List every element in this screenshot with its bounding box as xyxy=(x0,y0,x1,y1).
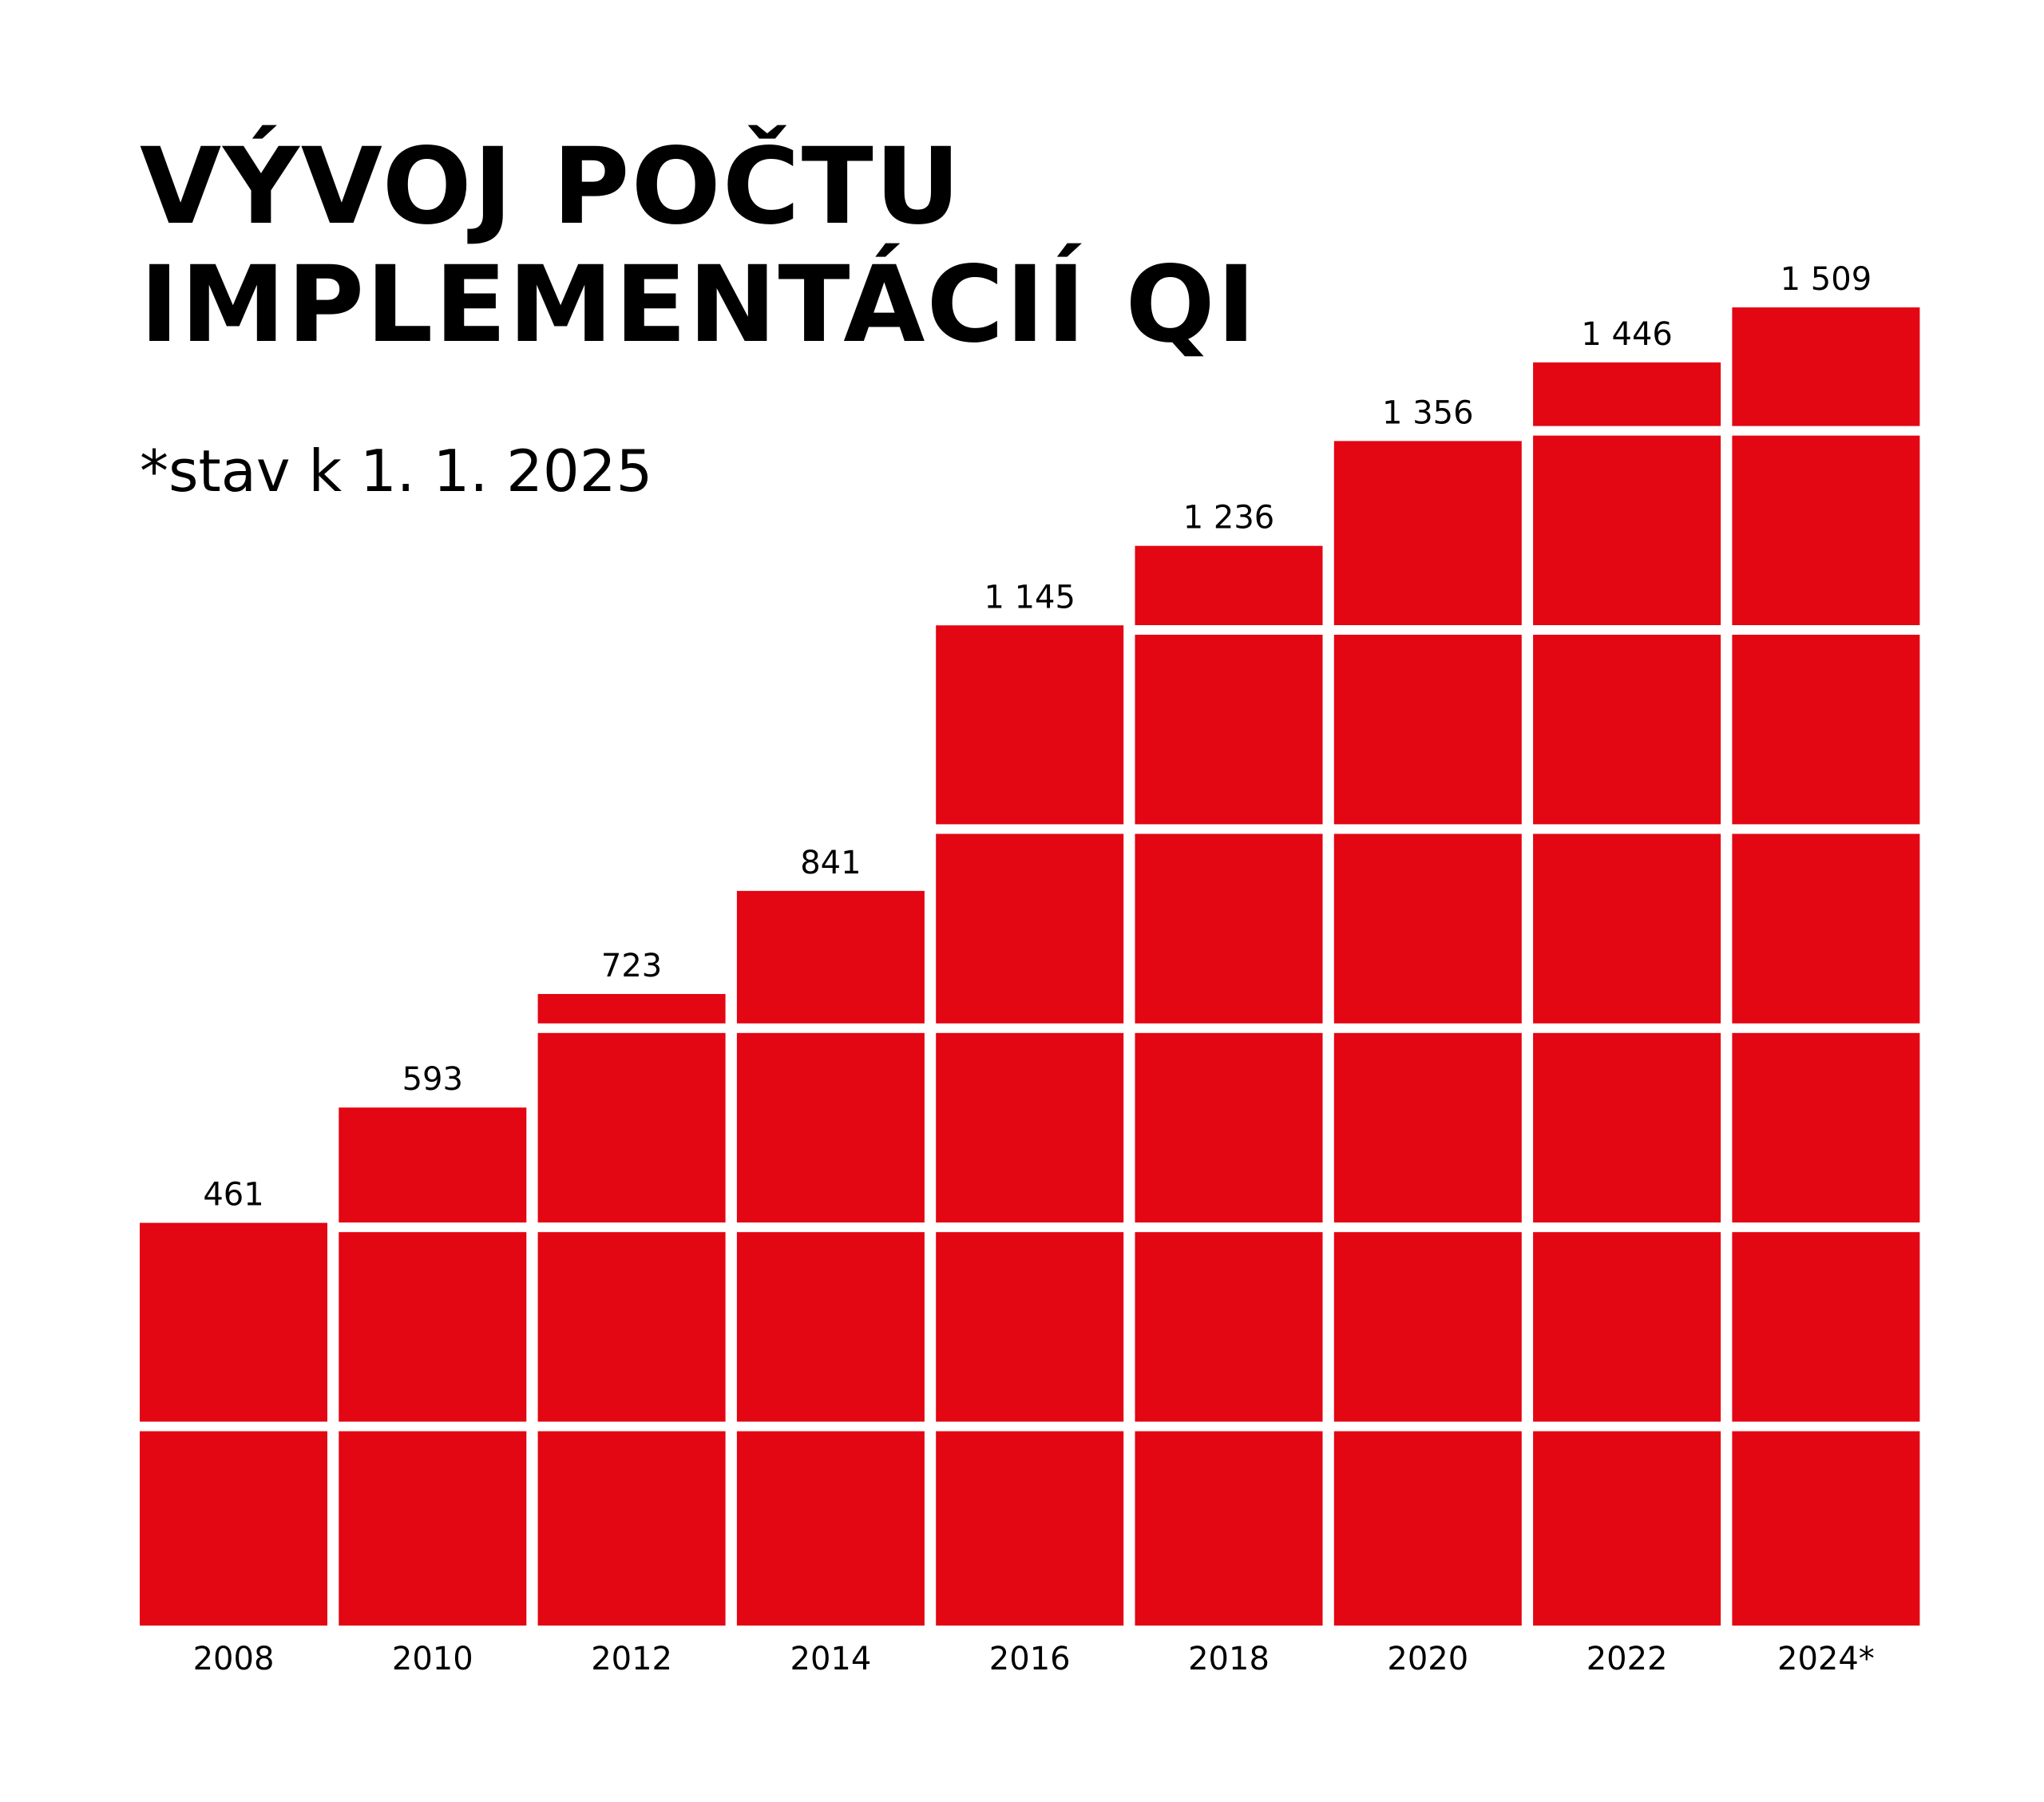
bar-2012 xyxy=(537,993,726,1626)
bar-separator xyxy=(537,1023,727,1033)
value-label-2010: 593 xyxy=(402,1061,463,1098)
bar-group-2016: 1 145 2016 xyxy=(935,579,1125,1677)
bar-separator xyxy=(1532,1023,1722,1033)
value-label-2018: 1 236 xyxy=(1183,500,1275,537)
value-label-2022: 1 446 xyxy=(1581,316,1673,353)
chart-subtitle: *stav k 1. 1. 2025 xyxy=(140,438,653,505)
bar-separator xyxy=(338,1421,528,1432)
x-tick-label-2008: 2008 xyxy=(193,1641,275,1677)
bar-separator xyxy=(935,824,1125,834)
bar-separator xyxy=(537,1421,727,1432)
bar-separator xyxy=(1333,1023,1523,1033)
bar-separator xyxy=(1731,1421,1921,1432)
bar-separator xyxy=(735,1023,925,1033)
bar-2020 xyxy=(1333,441,1522,1626)
bar-group-2010: 593 2010 xyxy=(338,1061,528,1677)
bar-group-2020: 1 356 2020 xyxy=(1333,394,1523,1677)
bar-2022 xyxy=(1533,362,1721,1626)
bar-separator xyxy=(1532,625,1722,635)
bar-separator xyxy=(1134,1222,1324,1233)
bar-separator xyxy=(735,1222,925,1233)
x-tick-label-2022: 2022 xyxy=(1586,1641,1668,1677)
chart-title: VÝVOJ POČTU IMPLEMENTÁCIÍ QI xyxy=(140,128,1258,364)
bar-separator xyxy=(1333,625,1523,635)
bar-separator xyxy=(1333,824,1523,834)
bar-group-2018: 1 236 2018 xyxy=(1134,500,1324,1677)
value-label-2016: 1 145 xyxy=(984,579,1075,616)
bar-group-2012: 723 2012 xyxy=(537,948,727,1677)
bar-separator xyxy=(1731,1023,1921,1033)
bar-separator xyxy=(1532,1222,1722,1233)
bar-2016 xyxy=(936,625,1124,1626)
bar-separator xyxy=(1134,824,1324,834)
bar-separator xyxy=(1731,625,1921,635)
bar-separator xyxy=(1333,1222,1523,1233)
x-tick-label-2024*: 2024* xyxy=(1777,1641,1875,1677)
bar-separator xyxy=(1532,426,1722,436)
x-tick-label-2014: 2014 xyxy=(790,1641,872,1677)
bar-separator xyxy=(735,1421,925,1432)
bar-separator xyxy=(1134,1421,1324,1432)
bar-group-2022: 1 446 2022 xyxy=(1532,316,1722,1677)
bar-2024* xyxy=(1732,307,1920,1626)
bar-separator xyxy=(1731,824,1921,834)
bar-group-2014: 841 2014 xyxy=(735,845,925,1677)
bar-group-2024*: 1 509 2024* xyxy=(1731,261,1921,1677)
bar-separator xyxy=(935,1421,1125,1432)
bar-separator xyxy=(537,1222,727,1233)
value-label-2012: 723 xyxy=(601,948,662,984)
value-label-2024*: 1 509 xyxy=(1781,261,1872,298)
chart-title-line-2: IMPLEMENTÁCIÍ QI xyxy=(140,244,1258,366)
bar-2018 xyxy=(1135,545,1323,1626)
bar-separator xyxy=(1532,824,1722,834)
x-tick-label-2016: 2016 xyxy=(989,1641,1071,1677)
bar-separator xyxy=(935,1023,1125,1033)
value-label-2008: 461 xyxy=(203,1177,263,1214)
x-tick-label-2018: 2018 xyxy=(1188,1641,1270,1677)
x-tick-label-2020: 2020 xyxy=(1387,1641,1468,1677)
bar-separator xyxy=(1134,625,1324,635)
bar-2014 xyxy=(736,890,925,1626)
bar-group-2008: 461 2008 xyxy=(139,1177,328,1677)
x-tick-label-2012: 2012 xyxy=(591,1641,672,1677)
x-tick-label-2010: 2010 xyxy=(392,1641,473,1677)
bar-separator xyxy=(1731,426,1921,436)
bar-separator xyxy=(1731,1222,1921,1233)
bar-separator xyxy=(1134,1023,1324,1033)
bar-separator xyxy=(1333,1421,1523,1432)
value-label-2014: 841 xyxy=(800,845,861,881)
value-label-2020: 1 356 xyxy=(1382,394,1474,431)
bar-2010 xyxy=(339,1107,527,1626)
bar-separator xyxy=(338,1222,528,1233)
bar-separator xyxy=(1532,1421,1722,1432)
bar-separator xyxy=(935,1222,1125,1233)
chart-title-line-1: VÝVOJ POČTU xyxy=(140,125,962,248)
bar-separator xyxy=(139,1421,328,1432)
